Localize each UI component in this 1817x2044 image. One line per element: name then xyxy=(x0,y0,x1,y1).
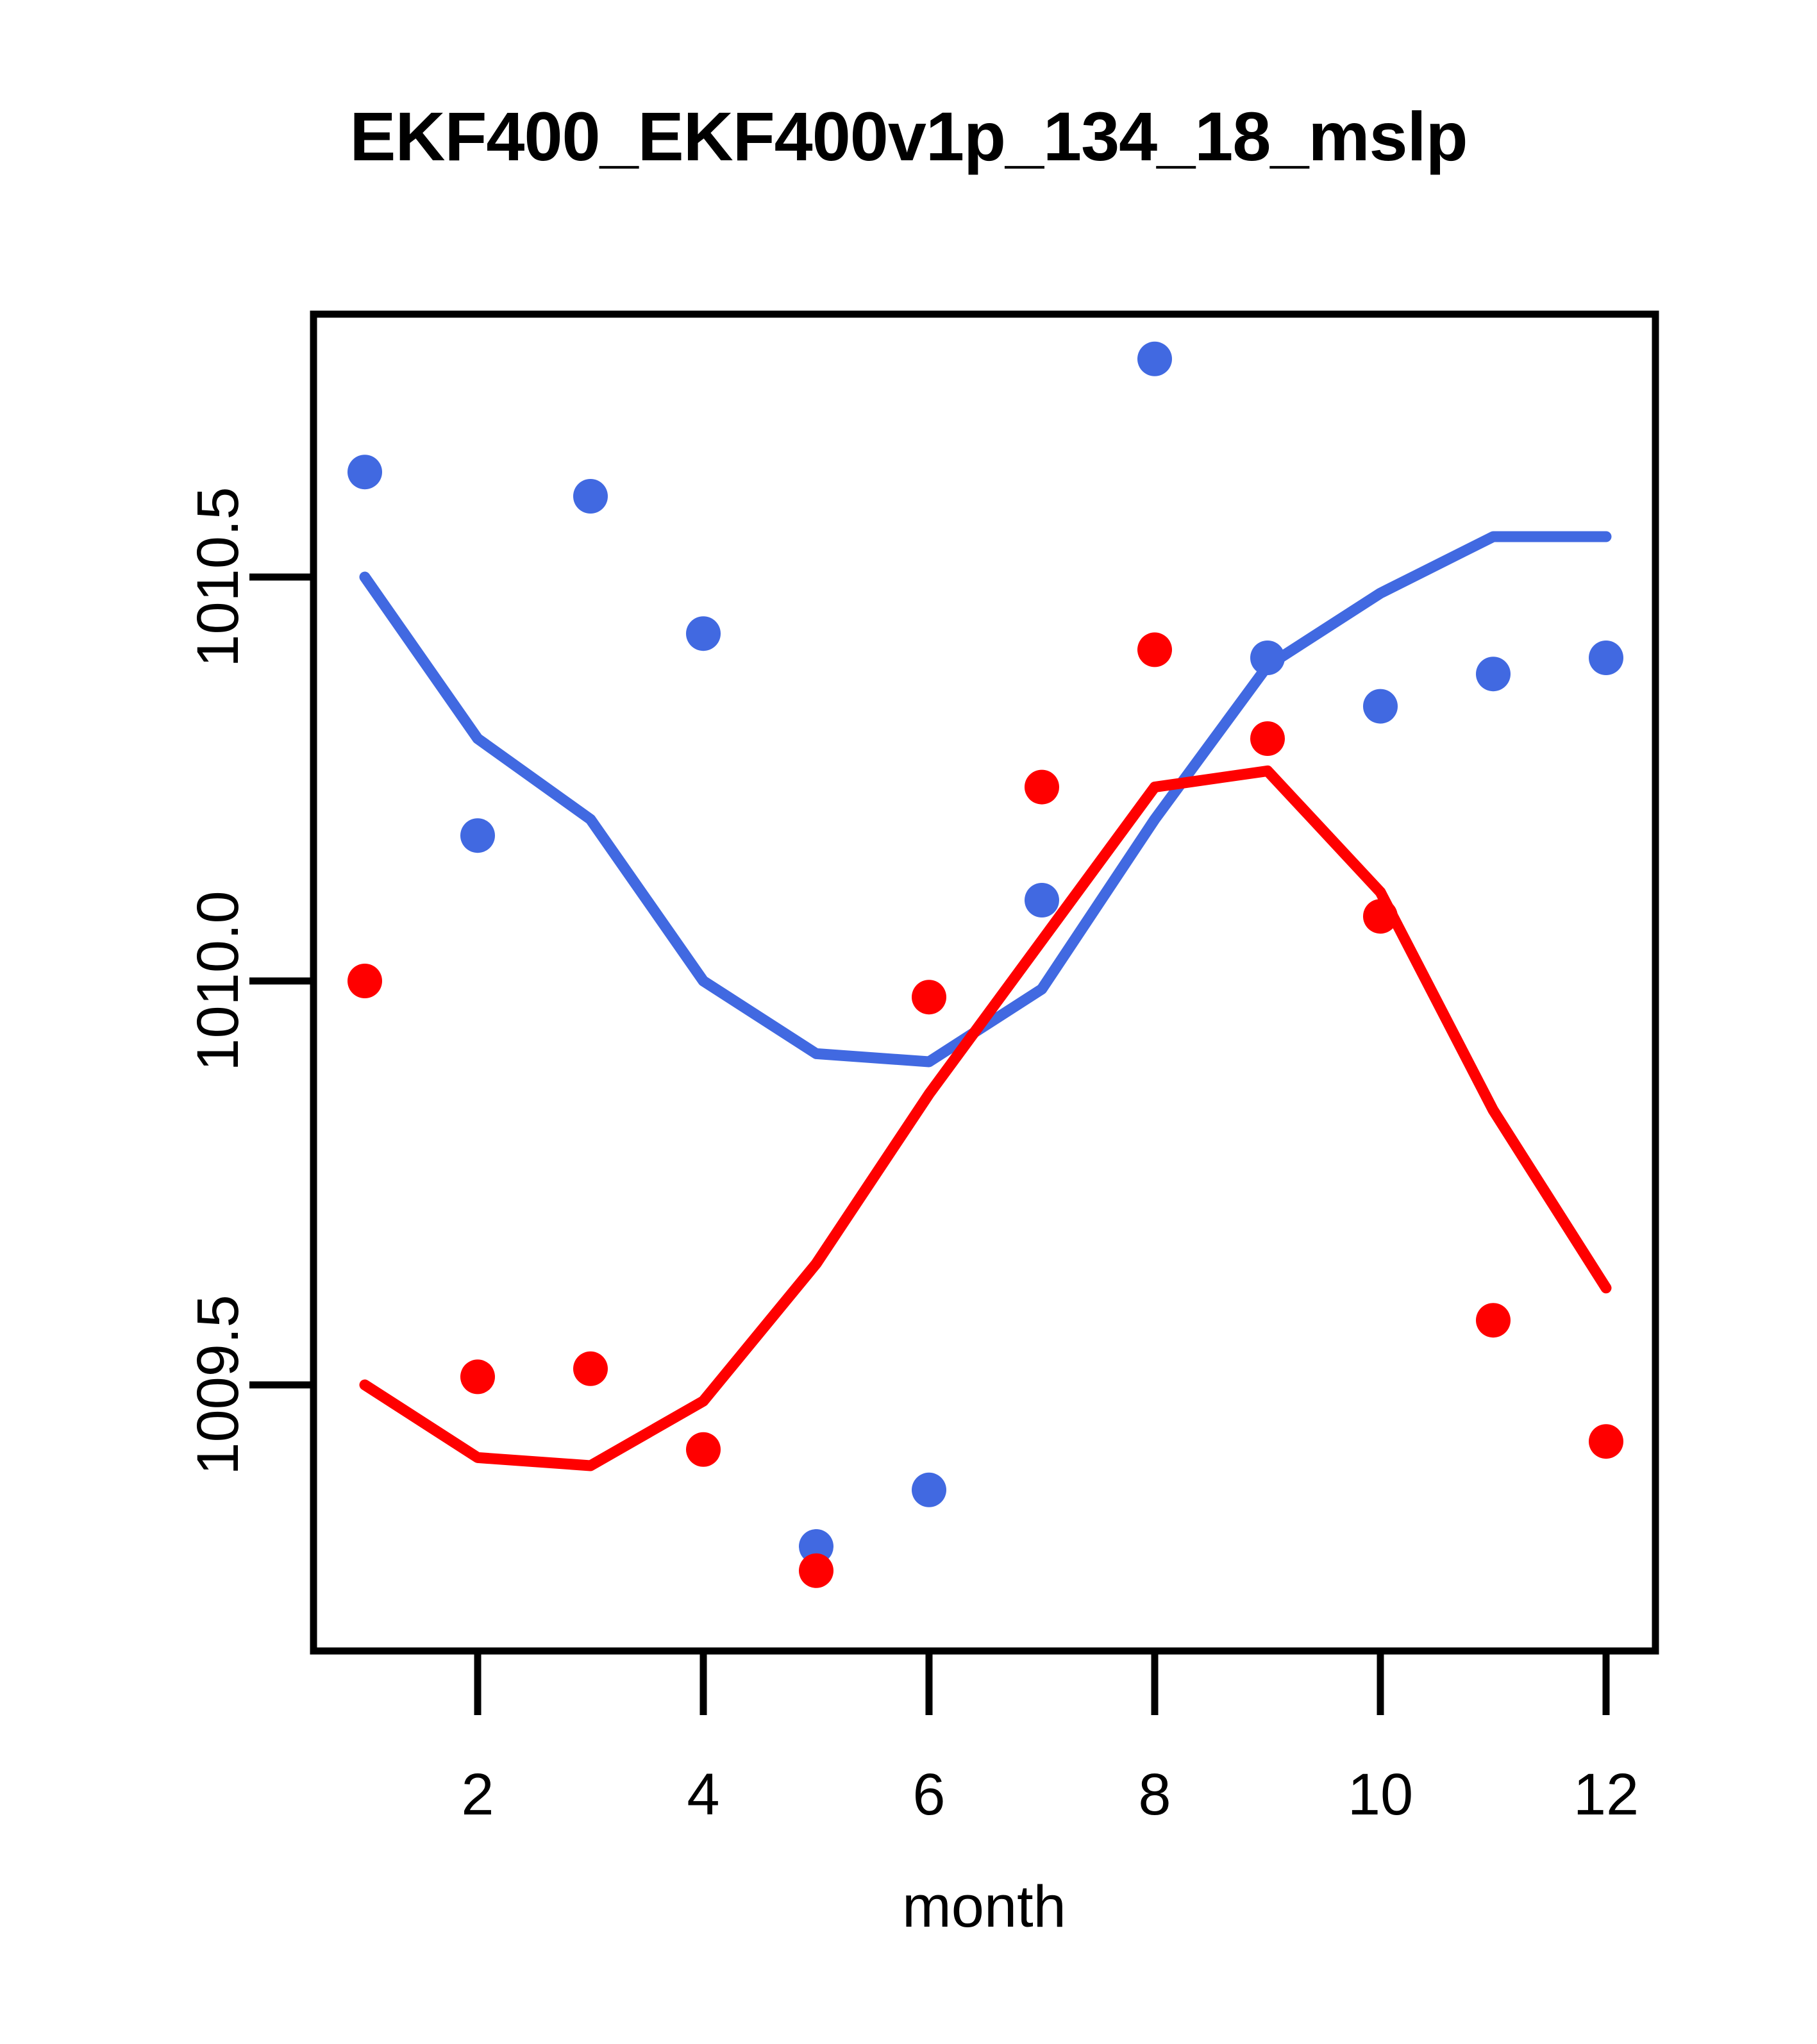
data-point-blue-points xyxy=(347,455,382,490)
data-point-red-points xyxy=(1025,769,1059,805)
data-point-red-points xyxy=(799,1553,833,1588)
data-point-red-points xyxy=(460,1359,495,1395)
series-line-red-line xyxy=(359,765,1612,1471)
data-point-blue-points xyxy=(1250,641,1285,675)
data-point-red-points xyxy=(1476,1303,1511,1338)
data-point-red-points xyxy=(1363,899,1398,934)
x-tick-label: 8 xyxy=(1138,1762,1171,1827)
data-point-red-points xyxy=(1137,632,1172,667)
x-tick-label: 6 xyxy=(912,1762,945,1827)
data-point-blue-points xyxy=(1137,341,1172,376)
data-point-red-points xyxy=(347,964,382,998)
x-tick-label: 4 xyxy=(687,1762,719,1827)
tick-marks-group xyxy=(249,573,1610,1715)
y-axis-tick-labels: 1009.5 1010.0 1010.5 xyxy=(185,487,251,1475)
data-point-blue-points xyxy=(1363,689,1398,724)
data-point-blue-points xyxy=(460,818,495,853)
data-point-blue-points xyxy=(799,1529,833,1564)
data-point-blue-points xyxy=(686,616,721,651)
x-axis-title: month xyxy=(902,1874,1066,1939)
data-point-blue-points xyxy=(573,479,608,514)
x-tick-label: 10 xyxy=(1348,1762,1413,1827)
series-line-blue-line xyxy=(359,531,1612,1068)
y-tick-label: 1010.0 xyxy=(185,891,251,1071)
y-tick-label: 1009.5 xyxy=(185,1294,251,1475)
chart-title: EKF400_EKF400v1p_134_18_mslp xyxy=(349,97,1468,175)
x-tick-label: 12 xyxy=(1573,1762,1639,1827)
data-point-red-points xyxy=(1250,721,1285,756)
data-point-blue-points xyxy=(1589,641,1623,675)
series-points-layer xyxy=(347,341,1623,1588)
data-point-red-points xyxy=(573,1351,608,1386)
x-tick-label: 2 xyxy=(461,1762,494,1827)
data-point-blue-points xyxy=(912,1472,946,1507)
data-point-red-points xyxy=(912,980,946,1015)
series-lines-layer xyxy=(359,531,1612,1471)
data-point-blue-points xyxy=(1476,657,1511,692)
x-axis-tick-labels: 2 4 6 8 10 12 xyxy=(461,1762,1639,1827)
data-point-red-points xyxy=(1589,1424,1623,1459)
y-tick-label: 1010.5 xyxy=(185,487,251,667)
plot-frame xyxy=(310,310,1659,1655)
data-point-red-points xyxy=(686,1432,721,1467)
data-point-blue-points xyxy=(1025,883,1059,917)
